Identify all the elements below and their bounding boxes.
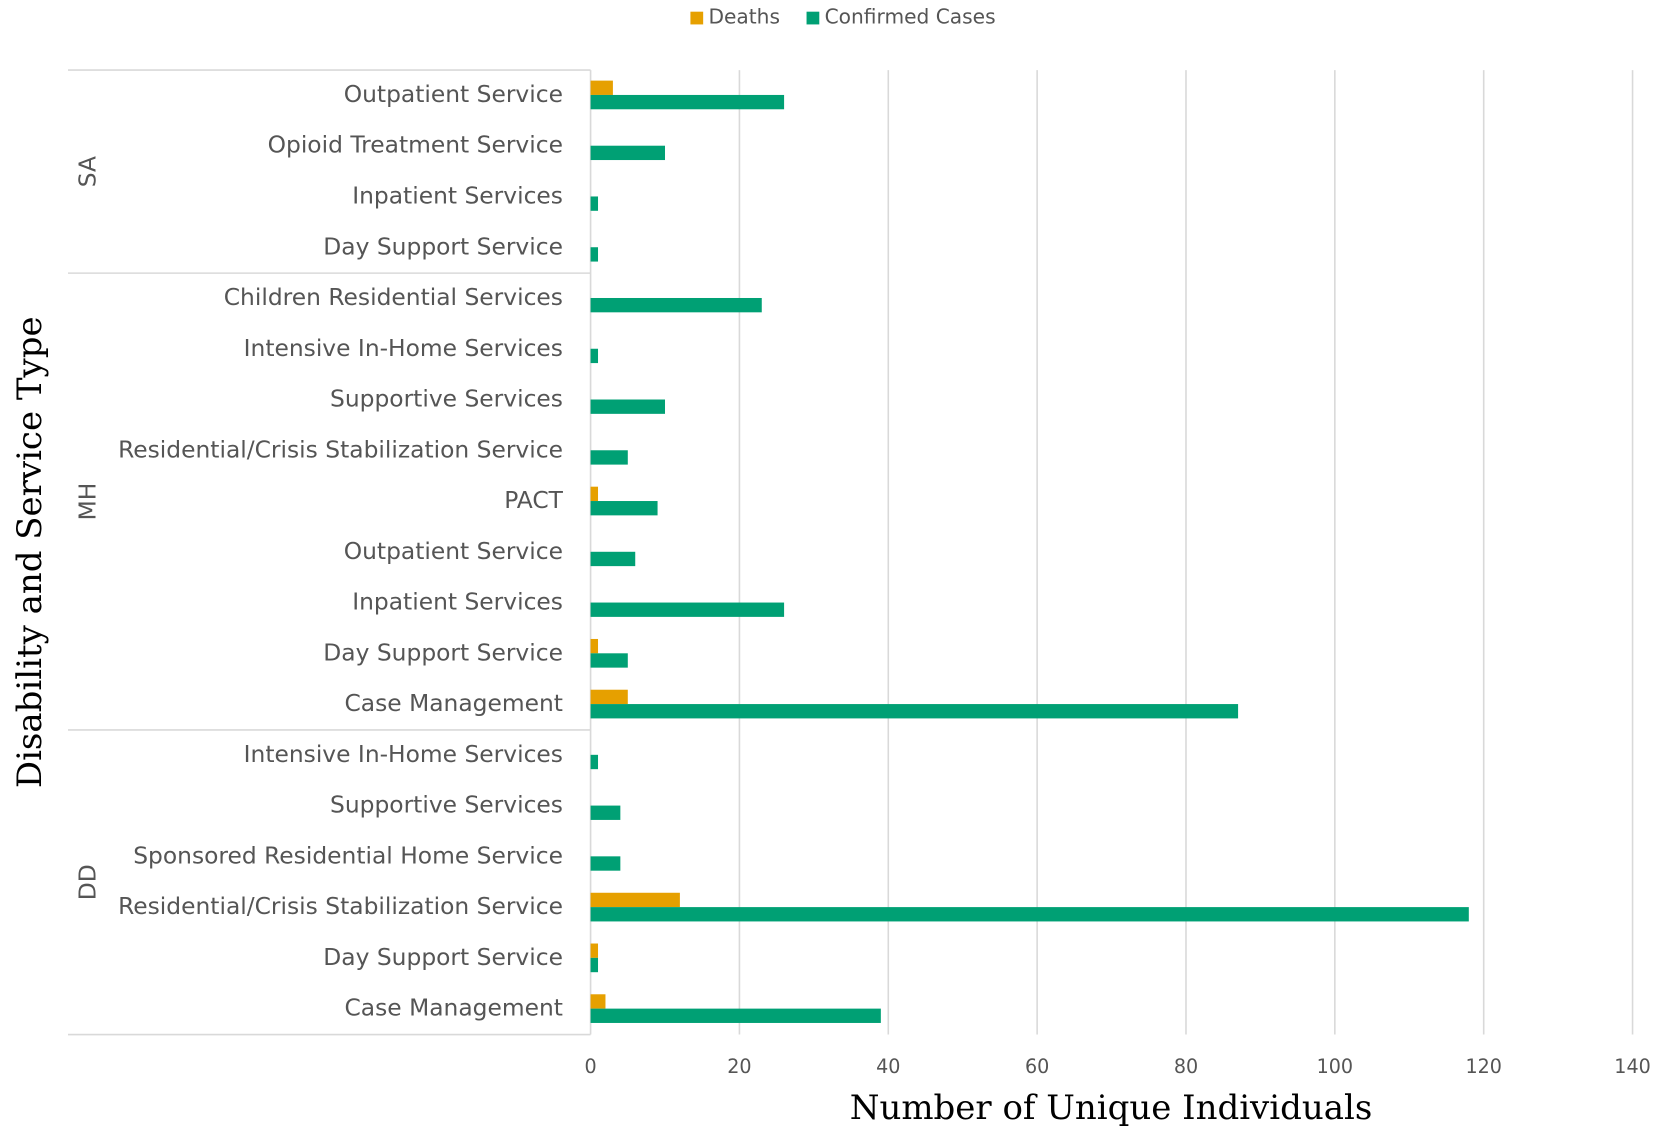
bar <box>590 145 666 161</box>
category-label: Residential/Crisis Stabilization Service <box>118 892 563 920</box>
bar <box>590 957 599 973</box>
bar <box>590 80 613 95</box>
bar <box>590 551 636 567</box>
x-tick-label: 140 <box>1614 1055 1650 1078</box>
bar <box>590 247 599 262</box>
category-label: Day Support Service <box>323 638 563 666</box>
category-label: Day Support Service <box>323 232 563 260</box>
category-label: Opioid Treatment Service <box>268 131 563 159</box>
category-label: Supportive Services <box>330 385 563 413</box>
bar <box>590 907 1469 922</box>
legend-label: Deaths <box>708 5 780 29</box>
bar <box>590 94 785 110</box>
group-label: DD <box>74 864 102 900</box>
x-tick-label: 100 <box>1317 1055 1353 1078</box>
category-label: Case Management <box>344 994 562 1022</box>
y-axis-title: Disability and Service Type <box>10 316 50 788</box>
category-label: Children Residential Services <box>224 283 563 311</box>
bar <box>590 399 666 414</box>
bar <box>590 450 628 465</box>
category-label: Case Management <box>344 689 562 717</box>
category-label: Day Support Service <box>323 943 563 971</box>
legend-swatch <box>690 11 704 25</box>
bar <box>590 638 599 654</box>
category-label: Intensive In-Home Services <box>244 334 563 362</box>
bar <box>590 892 680 908</box>
x-tick-label: 60 <box>1025 1055 1049 1078</box>
bar <box>590 653 628 668</box>
category-label: Outpatient Service <box>344 80 563 108</box>
bar <box>590 196 599 211</box>
bar <box>590 297 762 313</box>
bar <box>590 1008 881 1023</box>
group-label: SA <box>74 156 102 187</box>
x-tick-label: 40 <box>876 1055 900 1078</box>
bar <box>590 689 628 705</box>
category-label: Residential/Crisis Stabilization Service <box>118 435 563 463</box>
category-label: Inpatient Services <box>352 588 563 616</box>
bar <box>590 856 621 871</box>
bar <box>590 805 621 820</box>
x-tick-label: 0 <box>584 1055 596 1078</box>
category-label: Inpatient Services <box>352 182 563 210</box>
group-label: MH <box>74 483 102 521</box>
x-axis-title: Number of Unique Individuals <box>850 1088 1373 1128</box>
category-label: Sponsored Residential Home Service <box>133 841 563 869</box>
bar <box>590 501 658 516</box>
x-tick-label: 120 <box>1465 1055 1501 1078</box>
bar <box>590 704 1239 719</box>
bar <box>590 754 599 770</box>
legend-label: Confirmed Cases <box>825 5 996 29</box>
bar <box>590 486 599 502</box>
category-label: Intensive In-Home Services <box>244 740 563 768</box>
bar <box>590 943 599 958</box>
x-tick-label: 80 <box>1174 1055 1198 1078</box>
category-label: PACT <box>504 486 563 514</box>
category-label: Outpatient Service <box>344 537 563 565</box>
x-tick-label: 20 <box>727 1055 751 1078</box>
category-label: Supportive Services <box>330 791 563 819</box>
legend-swatch <box>806 11 820 25</box>
bar <box>590 994 606 1009</box>
bar <box>590 602 785 617</box>
bar <box>590 348 599 364</box>
